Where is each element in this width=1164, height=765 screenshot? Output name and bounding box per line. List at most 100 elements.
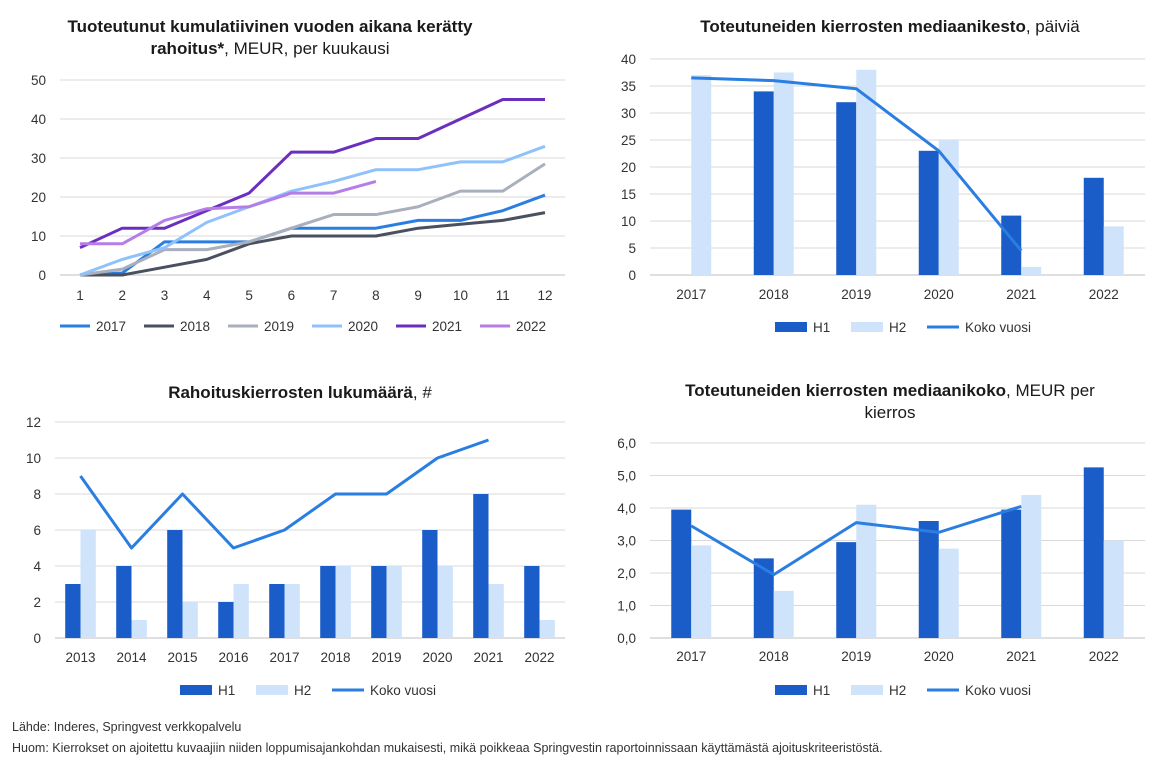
y-tick-label: 10 xyxy=(621,214,636,229)
series-line-2017 xyxy=(79,193,546,277)
chart-3-title: Rahoituskierrosten lukumäärä, # xyxy=(168,383,432,402)
bar-H2 xyxy=(488,584,504,638)
bar-H2 xyxy=(437,566,453,638)
x-tick-label: 2021 xyxy=(473,650,503,665)
bar-H2 xyxy=(1021,266,1042,275)
legend-swatch xyxy=(256,685,288,695)
bar-H2 xyxy=(1103,226,1124,275)
bar-H2 xyxy=(773,590,794,638)
x-tick-label: 2018 xyxy=(320,650,350,665)
bar-H1 xyxy=(753,558,774,638)
x-tick-label: 6 xyxy=(288,288,296,303)
x-tick-label: 2019 xyxy=(841,287,871,302)
legend-label: H1 xyxy=(813,320,830,335)
bar-H1 xyxy=(473,494,489,638)
x-tick-label: 2022 xyxy=(524,650,554,665)
bar-H2 xyxy=(1103,540,1124,638)
bar-H2 xyxy=(1021,495,1042,638)
source-note: Lähde: Inderes, Springvest verkkopalvelu xyxy=(12,720,242,734)
bar-H2 xyxy=(80,530,96,638)
series-line-2022 xyxy=(80,179,377,246)
x-tick-label: 2019 xyxy=(371,650,401,665)
y-tick-label: 6,0 xyxy=(617,436,636,451)
x-tick-label: 2018 xyxy=(759,649,789,664)
y-tick-label: 0,0 xyxy=(617,631,636,646)
series-line-Koko vuosi xyxy=(79,438,489,550)
x-tick-label: 3 xyxy=(161,288,169,303)
legend-label: H2 xyxy=(294,683,311,698)
x-tick-label: 4 xyxy=(203,288,211,303)
x-tick-label: 2017 xyxy=(676,649,706,664)
legend-label: Koko vuosi xyxy=(370,683,436,698)
x-tick-label: 9 xyxy=(414,288,422,303)
y-tick-label: 25 xyxy=(621,133,636,148)
bar-H1 xyxy=(836,542,857,638)
bar-H1 xyxy=(116,566,132,638)
x-tick-label: 8 xyxy=(372,288,380,303)
bar-H2 xyxy=(284,584,300,638)
bar-H2 xyxy=(691,545,712,638)
bar-H1 xyxy=(524,566,540,638)
bar-H2 xyxy=(182,602,198,638)
y-tick-label: 0 xyxy=(38,268,46,283)
x-tick-label: 2020 xyxy=(924,649,954,664)
legend-label: Koko vuosi xyxy=(965,320,1031,335)
x-tick-label: 2019 xyxy=(841,649,871,664)
y-tick-label: 40 xyxy=(621,52,636,67)
legend-label: 2017 xyxy=(96,319,126,334)
y-tick-label: 10 xyxy=(31,229,46,244)
x-tick-label: 2016 xyxy=(218,650,248,665)
y-tick-label: 2,0 xyxy=(617,566,636,581)
bar-H2 xyxy=(856,69,877,275)
legend-label: Koko vuosi xyxy=(965,683,1031,698)
y-tick-label: 5,0 xyxy=(617,469,636,484)
y-tick-label: 50 xyxy=(31,73,46,88)
chart-2-title: Toteutuneiden kierrosten mediaanikesto, … xyxy=(700,17,1080,36)
series-line-2018 xyxy=(80,211,546,277)
y-tick-label: 8 xyxy=(33,487,41,502)
bar-H1 xyxy=(1001,509,1022,638)
x-tick-label: 2 xyxy=(119,288,127,303)
legend-swatch xyxy=(180,685,212,695)
y-tick-label: 0 xyxy=(33,631,41,646)
bar-H2 xyxy=(539,620,555,638)
legend-swatch xyxy=(775,685,807,695)
bar-H1 xyxy=(422,530,438,638)
y-tick-label: 4 xyxy=(33,559,41,574)
bar-H2 xyxy=(938,548,959,638)
series-line-2020 xyxy=(79,144,546,277)
bar-H2 xyxy=(856,504,877,638)
x-tick-label: 11 xyxy=(496,288,510,303)
legend-label: 2019 xyxy=(264,319,294,334)
y-tick-label: 3,0 xyxy=(617,534,636,549)
bar-H1 xyxy=(671,509,692,638)
y-tick-label: 40 xyxy=(31,112,46,127)
series-line-2019 xyxy=(79,162,546,277)
bar-H1 xyxy=(320,566,336,638)
y-tick-label: 12 xyxy=(26,415,41,430)
y-tick-label: 30 xyxy=(621,106,636,121)
legend-swatch xyxy=(851,322,883,332)
footnote: Huom: Kierrokset on ajoitettu kuvaajiin … xyxy=(12,741,883,755)
x-tick-label: 2021 xyxy=(1006,287,1036,302)
x-tick-label: 7 xyxy=(330,288,338,303)
y-tick-label: 10 xyxy=(26,451,41,466)
legend-swatch xyxy=(851,685,883,695)
x-tick-label: 2022 xyxy=(1089,287,1119,302)
legend-label: H2 xyxy=(889,683,906,698)
y-tick-label: 5 xyxy=(628,241,636,256)
legend-swatch xyxy=(775,322,807,332)
bar-H1 xyxy=(371,566,387,638)
bar-H1 xyxy=(753,91,774,276)
legend-label: 2018 xyxy=(180,319,210,334)
bar-H2 xyxy=(773,72,794,275)
y-tick-label: 20 xyxy=(31,190,46,205)
x-tick-label: 2013 xyxy=(65,650,95,665)
x-tick-label: 2021 xyxy=(1006,649,1036,664)
bar-H1 xyxy=(1083,467,1104,638)
y-tick-label: 30 xyxy=(31,151,46,166)
legend-label: H1 xyxy=(813,683,830,698)
bar-H1 xyxy=(218,602,234,638)
median-size-bar-chart: 0,0 1,0 2,0 3,0 4,0 5,0 6,0 2017 2018 2019 2020 202… xyxy=(617,436,1145,698)
chart-1-title: Tuoteutunut kumulatiivinen vuoden aikana… xyxy=(67,17,473,58)
